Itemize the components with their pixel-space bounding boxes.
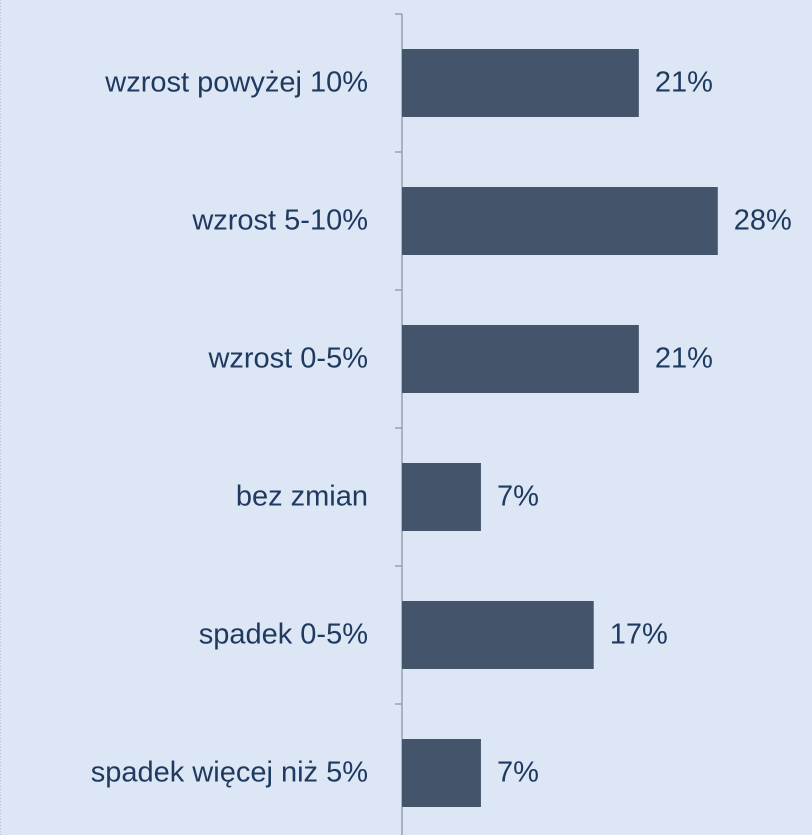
category-label: wzrost 5-10% xyxy=(191,205,368,237)
category-label: wzrost powyżej 10% xyxy=(104,67,368,99)
value-label: 17% xyxy=(610,619,668,651)
value-label: 7% xyxy=(497,481,539,513)
value-label: 28% xyxy=(734,205,792,237)
bar xyxy=(402,325,639,393)
category-label: bez zmian xyxy=(236,481,368,513)
category-label: wzrost 0-5% xyxy=(207,343,368,375)
bar xyxy=(402,739,481,807)
category-label: spadek 0-5% xyxy=(199,619,368,651)
bar xyxy=(402,601,594,669)
value-label: 7% xyxy=(497,757,539,789)
bar xyxy=(402,49,639,117)
bar xyxy=(402,463,481,531)
category-label: spadek więcej niż 5% xyxy=(91,757,368,789)
value-label: 21% xyxy=(655,67,713,99)
value-label: 21% xyxy=(655,343,713,375)
bar xyxy=(402,187,718,255)
